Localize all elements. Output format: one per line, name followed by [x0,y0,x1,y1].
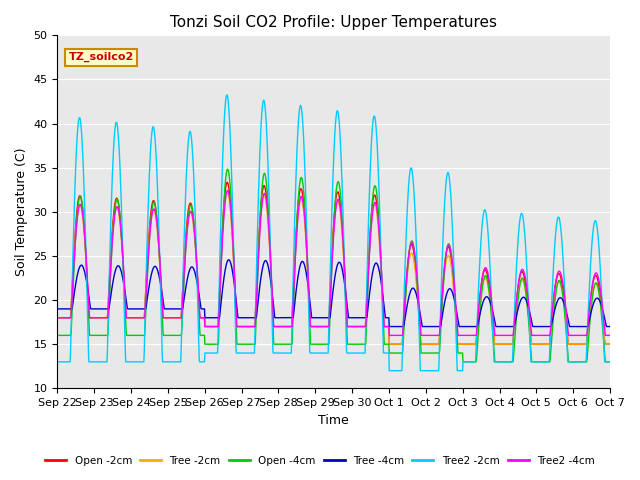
Tree2 -4cm [606,333,614,338]
Tree2 -2cm [541,359,549,365]
Line: Open -2cm: Open -2cm [58,182,610,344]
Tree -2cm [163,315,171,321]
Open -4cm [606,359,614,365]
Tree -2cm [54,315,61,321]
Open -4cm [177,333,184,338]
Tree2 -2cm [163,359,171,365]
Open -2cm [163,315,171,321]
Tree -4cm [606,324,614,329]
Open -2cm [420,341,428,347]
Open -4cm [224,166,232,172]
Tree2 -2cm [223,92,230,98]
Legend: Open -2cm, Tree -2cm, Open -4cm, Tree -4cm, Tree2 -2cm, Tree2 -4cm: Open -2cm, Tree -2cm, Open -4cm, Tree -4… [41,452,599,470]
Open -4cm [163,333,171,338]
Open -2cm [385,341,393,347]
Tree2 -2cm [420,368,428,373]
Open -4cm [239,341,246,347]
Tree -2cm [606,341,614,347]
Line: Tree -4cm: Tree -4cm [58,260,610,326]
Tree -2cm [223,189,231,194]
Tree -4cm [177,306,184,312]
Tree2 -4cm [163,315,171,321]
Tree -2cm [385,341,393,347]
Tree -4cm [385,324,393,329]
Open -2cm [177,315,184,321]
Tree -4cm [541,324,549,329]
Line: Tree2 -2cm: Tree2 -2cm [58,95,610,371]
Tree -4cm [225,257,232,263]
Line: Tree2 -4cm: Tree2 -4cm [58,191,610,336]
Open -4cm [54,333,61,338]
Y-axis label: Soil Temperature (C): Soil Temperature (C) [15,147,28,276]
Open -2cm [606,341,614,347]
Open -4cm [420,350,428,356]
Tree2 -4cm [224,188,232,193]
Open -2cm [239,324,246,329]
Open -2cm [493,341,500,347]
Open -4cm [541,359,549,365]
Tree2 -2cm [239,350,246,356]
Tree2 -4cm [420,333,428,338]
X-axis label: Time: Time [318,414,349,427]
Tree2 -4cm [239,324,246,329]
Tree2 -4cm [541,333,549,338]
Open -4cm [459,359,467,365]
Tree2 -4cm [385,333,393,338]
Title: Tonzi Soil CO2 Profile: Upper Temperatures: Tonzi Soil CO2 Profile: Upper Temperatur… [170,15,497,30]
Tree2 -4cm [177,315,184,321]
Tree -4cm [493,324,500,329]
Tree2 -2cm [493,359,500,365]
Tree -4cm [54,306,61,312]
Tree -2cm [541,341,549,347]
Tree2 -4cm [54,315,61,321]
Tree2 -4cm [493,333,500,338]
Tree -4cm [163,306,171,312]
Tree -4cm [239,315,246,321]
Tree -2cm [239,324,246,329]
Tree -2cm [177,315,184,321]
Open -2cm [541,341,549,347]
Tree -2cm [420,341,428,347]
Line: Open -4cm: Open -4cm [58,169,610,362]
Open -2cm [223,180,231,185]
Tree2 -2cm [177,359,184,365]
Open -2cm [54,315,61,321]
Open -4cm [493,359,500,365]
Tree2 -2cm [606,359,614,365]
Tree2 -2cm [54,359,61,365]
Tree -4cm [420,324,428,329]
Tree -2cm [493,341,500,347]
Tree2 -2cm [385,368,393,373]
Line: Tree -2cm: Tree -2cm [58,192,610,344]
Text: TZ_soilco2: TZ_soilco2 [68,52,134,62]
